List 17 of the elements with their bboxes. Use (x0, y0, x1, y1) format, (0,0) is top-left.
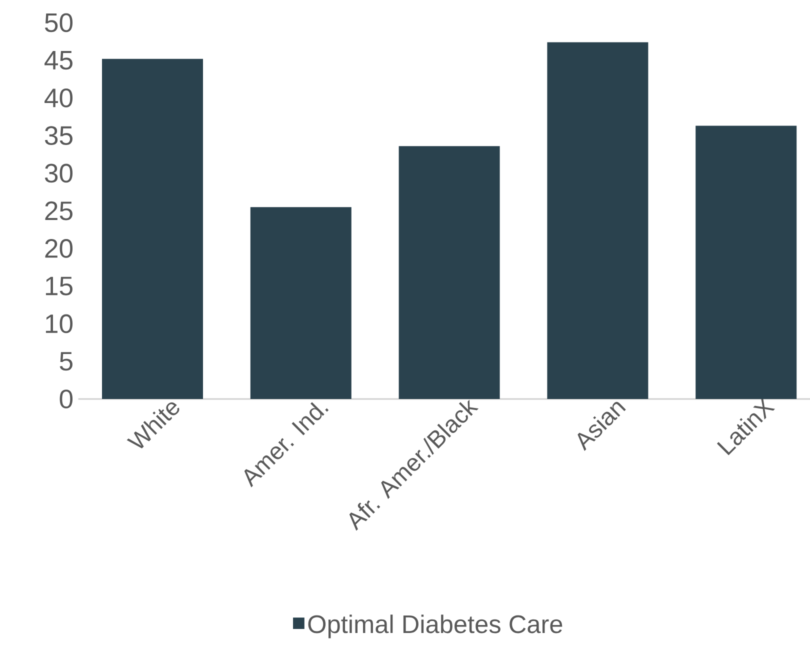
y-tick-label: 40 (44, 88, 73, 108)
y-tick-label: 5 (60, 352, 72, 371)
y-tick-label: 15 (46, 276, 72, 296)
y-tick-label: 0 (60, 390, 73, 408)
bar (547, 42, 648, 400)
y-tick-label: 20 (45, 239, 73, 258)
y-tick-label: 45 (44, 51, 72, 70)
y-tick-label: 30 (44, 164, 73, 183)
bar (696, 126, 797, 400)
y-tick-label: 35 (44, 126, 72, 146)
y-tick-label: 10 (46, 314, 73, 334)
bar (102, 58, 203, 400)
bar (398, 146, 500, 400)
legend-label: Optimal Diabetes Care (308, 614, 562, 638)
bar (250, 207, 352, 400)
y-tick-label: 25 (45, 201, 72, 220)
y-tick-label: 50 (44, 13, 73, 32)
